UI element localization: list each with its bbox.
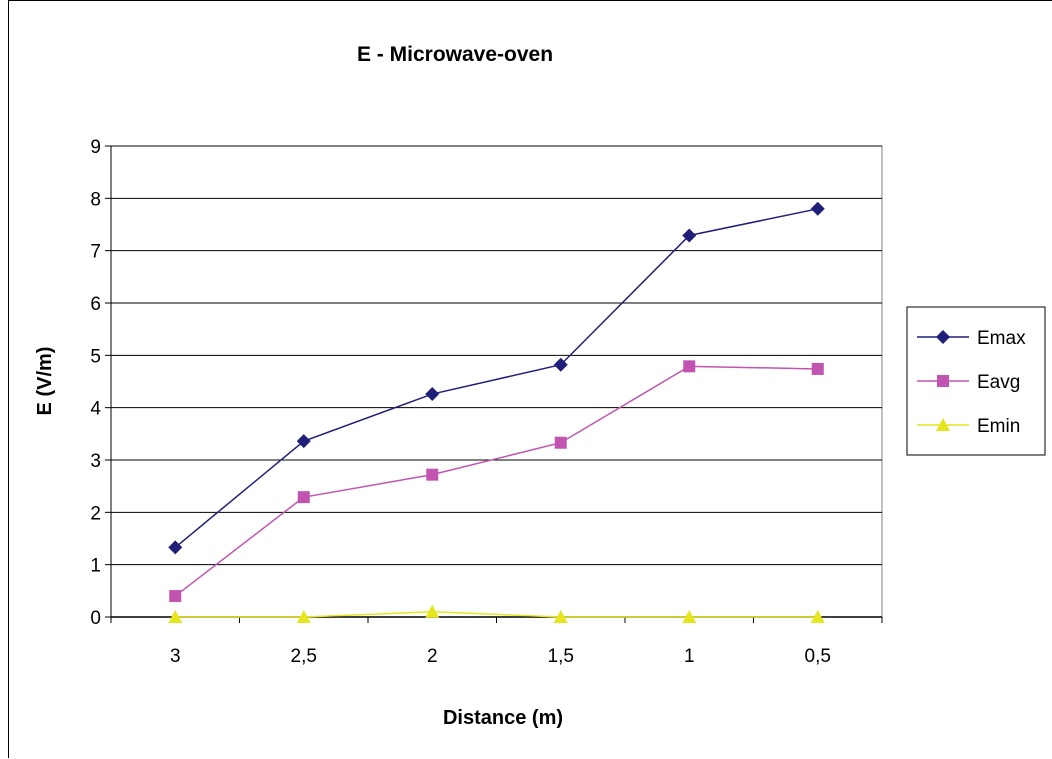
data-point-eavg	[297, 491, 310, 504]
legend: Emax Eavg Emin	[906, 306, 1046, 456]
legend-label-eavg: Eavg	[977, 372, 1020, 393]
data-point-eavg	[554, 436, 567, 449]
series-line-emin	[175, 611, 818, 618]
data-point-emin	[168, 610, 183, 623]
x-tick-label: 0,5	[805, 646, 831, 667]
data-point-emax	[168, 540, 183, 555]
y-tick-label: 3	[90, 451, 101, 472]
plot-border	[110, 145, 883, 618]
y-tick-label: 2	[90, 503, 101, 524]
y-tick-label: 6	[90, 294, 101, 315]
series-line-eavg	[174, 365, 818, 597]
legend-marker-emax	[936, 330, 950, 344]
legend-marker-emin	[936, 418, 950, 431]
chart-svg: E - Microwave-oven E (V/m) Distance (m) …	[34, 43, 1046, 729]
data-point-eavg	[169, 590, 182, 603]
y-tick-label: 5	[90, 346, 101, 367]
y-tick-label: 7	[90, 242, 101, 263]
y-tick-label: 1	[90, 556, 101, 577]
plot-area: 0 1 2 3 4 5 6 7 8 9 3 2,5 2 1,5 1 0,5	[90, 137, 883, 667]
y-axis-title: E (V/m)	[34, 347, 56, 416]
y-tick-label: 9	[90, 137, 101, 158]
legend-label-emin: Emin	[977, 416, 1020, 437]
chart-title: E - Microwave-oven	[357, 43, 553, 66]
data-point-emax	[425, 387, 440, 402]
data-point-emin	[296, 610, 311, 623]
x-axis-title: Distance (m)	[443, 707, 563, 729]
x-tick-label: 3	[170, 646, 181, 667]
y-tick-label: 0	[90, 608, 101, 629]
y-tick-label: 8	[90, 189, 101, 210]
data-point-emin	[810, 610, 825, 623]
data-point-emax	[682, 228, 697, 243]
legend-label-emax: Emax	[977, 328, 1026, 349]
x-tick-label: 1	[684, 646, 695, 667]
data-point-eavg	[811, 362, 824, 375]
data-point-emin	[682, 610, 697, 623]
data-point-emax	[810, 201, 825, 216]
series-line-emax	[174, 208, 818, 548]
chart-area: E - Microwave-oven E (V/m) Distance (m) …	[8, 0, 1052, 758]
x-tick-label: 2	[427, 646, 438, 667]
data-point-eavg	[426, 468, 439, 481]
legend-marker-eavg	[937, 375, 949, 387]
x-tick-label: 2,5	[291, 646, 317, 667]
data-point-eavg	[683, 360, 696, 373]
data-point-emax	[553, 357, 568, 372]
data-point-emax	[296, 434, 311, 449]
data-point-emin	[553, 610, 568, 623]
data-point-emin	[425, 604, 440, 618]
x-tick-label: 1,5	[548, 646, 574, 667]
y-tick-label: 4	[90, 399, 101, 420]
